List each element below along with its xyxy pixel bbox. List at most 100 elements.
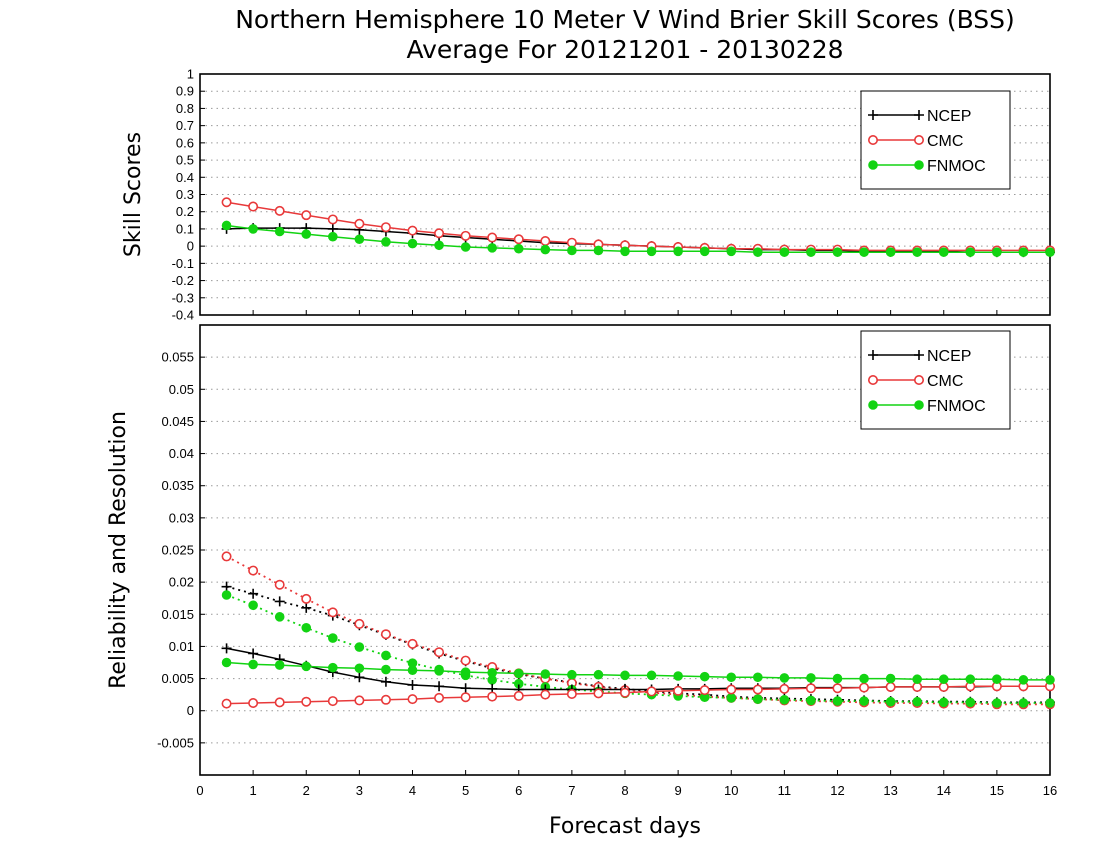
data-point: [274, 660, 285, 670]
x-tick-label: 12: [830, 783, 844, 798]
data-point: [380, 676, 391, 687]
data-point: [460, 242, 471, 252]
data-point: [699, 685, 710, 696]
y-tick-label: -0.2: [172, 273, 194, 288]
data-point: [274, 579, 285, 590]
data-point: [673, 246, 683, 257]
data-point: [487, 232, 498, 243]
legend-marker: [913, 374, 924, 385]
data-point: [885, 673, 896, 684]
y-tick-label: 0.8: [176, 101, 194, 116]
data-point: [301, 622, 312, 633]
series-cmc-solid: [221, 197, 1056, 256]
data-point: [938, 247, 949, 257]
y-tick-label: -0.4: [172, 308, 194, 323]
data-point: [619, 687, 630, 698]
data-point: [328, 633, 338, 643]
x-tick-label: 0: [196, 783, 203, 798]
data-point: [938, 697, 949, 708]
data-point: [566, 688, 577, 699]
data-point: [965, 697, 976, 708]
data-point: [487, 691, 498, 702]
x-tick-label: 13: [883, 783, 897, 798]
data-point: [540, 669, 551, 679]
data-point: [673, 671, 683, 681]
data-point: [1018, 698, 1029, 708]
x-tick-label: 2: [303, 783, 310, 798]
legend-marker: [914, 110, 924, 120]
data-point: [885, 247, 896, 257]
data-point: [912, 247, 922, 257]
plot-frame: [199, 73, 1051, 316]
data-point: [407, 694, 418, 705]
legend-marker: [913, 135, 924, 146]
data-point: [380, 629, 391, 640]
series-ncep-dotted: [221, 581, 1055, 708]
data-point: [221, 657, 232, 668]
data-point: [407, 225, 418, 236]
data-point: [274, 612, 285, 622]
data-point: [274, 205, 285, 216]
data-point: [620, 670, 630, 681]
y-tick-label: 0.025: [161, 543, 194, 558]
data-point: [1018, 675, 1029, 685]
y-tick-label: 0.5: [176, 153, 194, 168]
series-line: [226, 555, 1050, 706]
data-point: [328, 231, 338, 242]
data-point: [593, 688, 604, 699]
data-point: [248, 224, 258, 234]
data-point: [381, 664, 391, 675]
series-line: [226, 661, 1050, 681]
series-line: [226, 647, 1050, 691]
legend-marker: [867, 135, 878, 146]
data-point: [301, 602, 312, 613]
x-tick-label: 1: [250, 783, 257, 798]
y-tick-label: 0.6: [176, 135, 194, 150]
data-point: [301, 593, 312, 604]
data-point: [460, 655, 471, 666]
data-point: [354, 663, 365, 674]
data-point: [779, 694, 790, 705]
data-point: [1018, 247, 1029, 257]
data-point: [407, 238, 418, 249]
data-point: [965, 247, 976, 257]
data-point: [434, 666, 444, 676]
x-tick-label: 14: [937, 783, 951, 798]
data-point: [221, 643, 232, 654]
data-point: [885, 681, 896, 692]
data-point: [221, 698, 232, 709]
data-point: [221, 551, 232, 562]
y-tick-label: 0.03: [169, 510, 194, 525]
data-point: [646, 670, 657, 681]
data-point: [566, 237, 577, 248]
data-point: [513, 690, 524, 701]
data-point: [221, 590, 232, 600]
data-point: [434, 647, 445, 658]
data-point: [859, 682, 870, 693]
data-point: [1045, 675, 1055, 685]
data-point: [753, 672, 763, 683]
y-tick-label: 0.04: [169, 446, 194, 461]
y-tick-label: -0.3: [172, 290, 194, 305]
data-point: [354, 618, 365, 629]
legend-label: NCEP: [927, 108, 971, 125]
x-tick-label: 9: [675, 783, 682, 798]
x-tick-label: 8: [621, 783, 628, 798]
series-line: [226, 594, 1050, 704]
data-point: [301, 229, 312, 239]
data-point: [646, 246, 657, 257]
data-point: [248, 659, 258, 670]
data-point: [965, 674, 976, 685]
y-tick-label: 0.055: [161, 350, 194, 365]
x-tick-label: 3: [356, 783, 363, 798]
x-tick-label: 11: [778, 783, 792, 798]
data-point: [221, 220, 232, 231]
data-point: [540, 235, 551, 246]
data-point: [434, 240, 444, 251]
data-point: [380, 222, 391, 233]
y-tick-label: 0.045: [161, 414, 194, 429]
data-point: [1045, 698, 1055, 708]
data-point: [354, 234, 365, 245]
legend: NCEP CMC FNMOC: [860, 90, 1011, 190]
